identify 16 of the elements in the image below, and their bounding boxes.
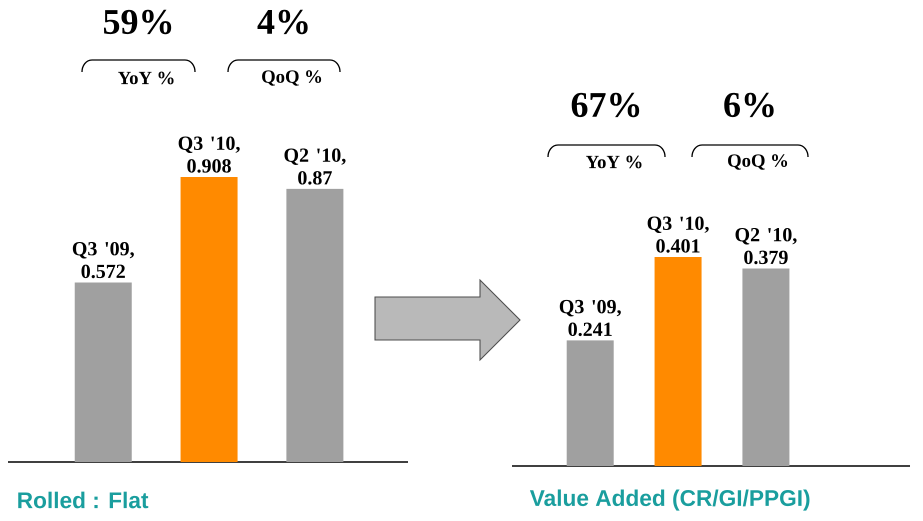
data-label: Q2 '10, 0.379 [736,228,797,264]
data-label: Q3 '10, 0.401 [648,216,709,253]
data-label: Q3 '09, 0.241 [560,300,621,336]
text: 4% [258,10,308,34]
text: QoQ % [728,154,788,170]
data-label: Q3 '10, 0.908 [178,136,240,173]
text: YoY % [118,72,174,84]
text: YoY % [586,156,642,168]
text: 6% [724,92,774,118]
x-axis-title: Value Added (CR/GI/PPGI) [530,489,810,511]
text: 67% [572,92,640,118]
data-label: Q3 '09, 0.572 [72,242,134,278]
x-axis-title: Rolled : Flat [18,492,148,508]
text: 59% [104,10,172,34]
text: QoQ % [262,70,322,86]
data-label: Q2 '10, 0.87 [284,148,346,185]
